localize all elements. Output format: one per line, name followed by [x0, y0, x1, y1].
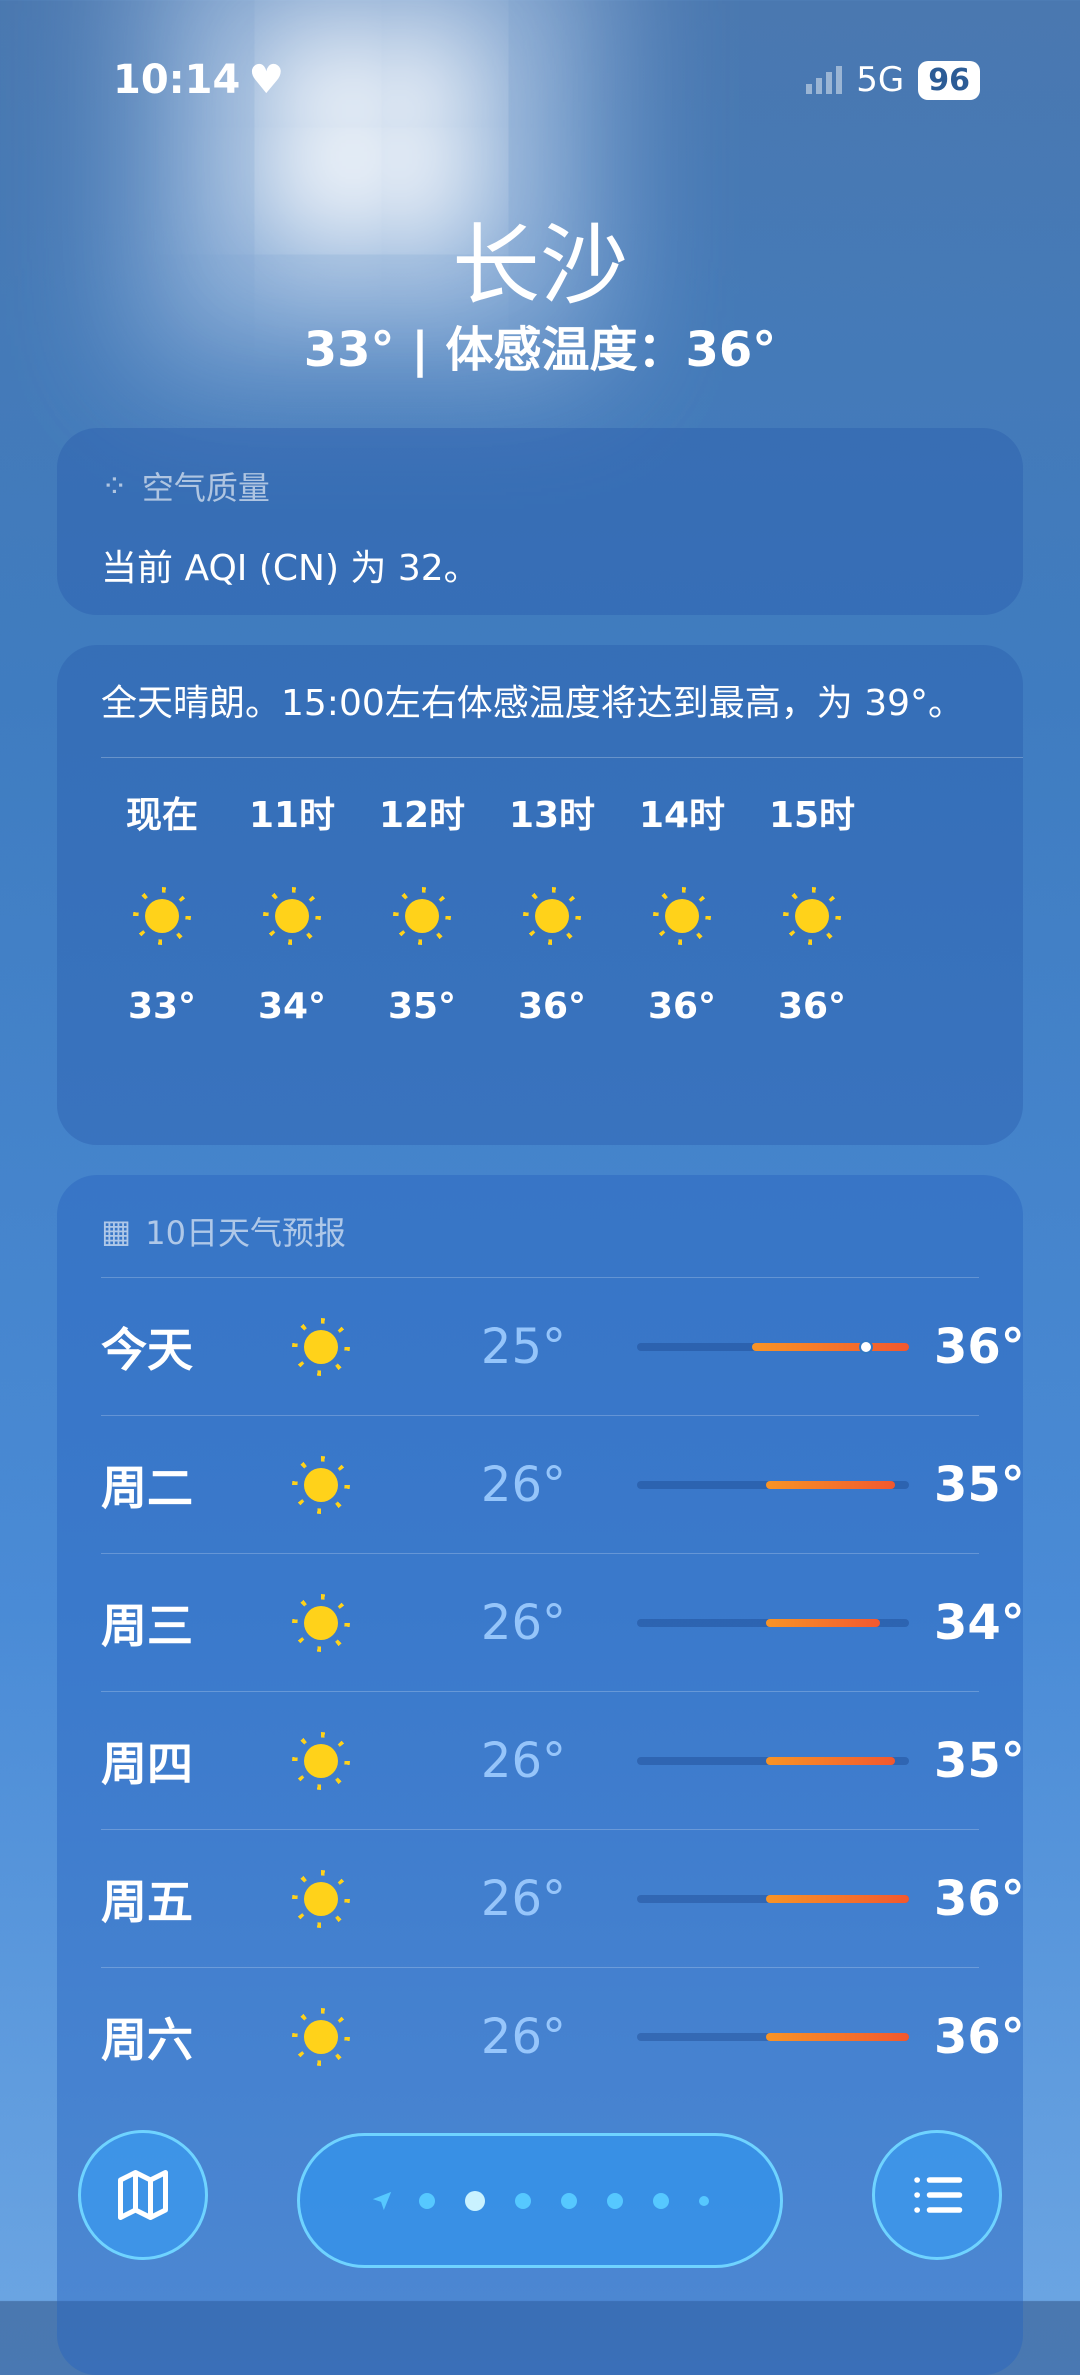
signal-icon	[806, 66, 843, 94]
day-row[interactable]: 今天 25° 36°	[101, 1277, 1025, 1415]
page-dot[interactable]	[465, 2190, 485, 2211]
heart-icon: ♥	[248, 57, 285, 103]
sun-icon	[304, 2019, 338, 2054]
daily-summary: 全天晴朗。15:00左右体感温度将达到最高，为 39°。	[101, 683, 964, 724]
battery-level: 96	[918, 60, 980, 100]
low-temp: 26°	[480, 1870, 566, 1927]
low-temp: 26°	[480, 1732, 566, 1789]
status-bar: 10:14 ♥ 5G 96	[113, 55, 980, 105]
sun-icon	[304, 1329, 338, 1364]
sun-icon	[304, 1467, 338, 1502]
sun-icon	[535, 899, 569, 933]
low-temp: 25°	[480, 1318, 566, 1375]
hour-temp: 35°	[387, 986, 457, 1027]
page-dot[interactable]	[419, 2192, 435, 2209]
temp-range-bar	[637, 1756, 909, 1765]
temp-range-fill	[765, 2032, 909, 2041]
sun-icon	[304, 1743, 338, 1778]
aqi-text: 当前 AQI (CN) 为 32。	[101, 548, 480, 589]
page-dot[interactable]	[515, 2192, 531, 2209]
day-label: 周六	[101, 2012, 193, 2067]
hour-label: 15时	[768, 795, 856, 836]
current-temp-summary: 33° | 体感温度：36°	[303, 322, 777, 378]
air-quality-card[interactable]: ⁘ 空气质量 当前 AQI (CN) 为 32。	[57, 428, 1023, 615]
hour-label: 11时	[248, 795, 336, 836]
low-temp: 26°	[480, 1456, 566, 1513]
day-label: 周二	[101, 1460, 193, 1515]
high-temp: 36°	[934, 1318, 1025, 1375]
hour-label: 现在	[125, 795, 198, 836]
hour-temp: 34°	[257, 986, 327, 1027]
high-temp: 35°	[934, 1456, 1025, 1513]
location-arrow-icon	[372, 2191, 392, 2210]
high-temp: 35°	[934, 1732, 1025, 1789]
temp-range-bar	[637, 1480, 909, 1489]
high-temp: 36°	[934, 1870, 1025, 1927]
hour-item: 13时 36°	[447, 786, 617, 1027]
city-list-button[interactable]	[872, 2130, 1002, 2260]
hour-item: 15时 36°	[707, 786, 877, 1027]
map-icon	[118, 2170, 168, 2220]
sun-icon	[145, 899, 179, 933]
hour-temp: 33°	[127, 986, 197, 1027]
temp-range-fill	[765, 1480, 895, 1489]
temp-range-bar	[637, 2032, 909, 2041]
hour-temp: 36°	[647, 986, 717, 1027]
hourly-forecast-card[interactable]: 全天晴朗。15:00左右体感温度将达到最高，为 39°。 现在 33° 11时 …	[57, 645, 1023, 1145]
temp-range-fill	[751, 1342, 909, 1351]
temp-range-fill	[765, 1618, 881, 1627]
hour-item: 12时 35°	[317, 786, 487, 1027]
day-row[interactable]: 周四 26° 35°	[101, 1691, 1025, 1829]
high-temp: 36°	[934, 2008, 1025, 2065]
temp-range-fill	[765, 1894, 909, 1903]
hour-temp: 36°	[517, 986, 587, 1027]
sun-icon	[795, 899, 829, 933]
current-temp-dot	[859, 1339, 874, 1354]
hour-item: 11时 34°	[187, 786, 357, 1027]
hour-item: 14时 36°	[577, 786, 747, 1027]
page-dot[interactable]	[699, 2195, 709, 2206]
sun-icon	[304, 1605, 338, 1640]
hour-label: 12时	[378, 795, 466, 836]
day-row[interactable]: 周三 26° 34°	[101, 1553, 1025, 1691]
day-label: 周五	[101, 1874, 193, 1929]
temp-range-fill	[765, 1756, 895, 1765]
day-row[interactable]: 周六 26° 36°	[101, 1967, 1025, 2105]
temp-range-bar	[637, 1339, 909, 1354]
hour-label: 14时	[638, 795, 726, 836]
sun-icon	[665, 899, 699, 933]
hour-item: 现在 33°	[57, 786, 227, 1027]
low-temp: 26°	[480, 1594, 566, 1651]
day-row[interactable]: 周二 26° 35°	[101, 1415, 1025, 1553]
map-button[interactable]	[78, 2130, 208, 2260]
page-dot[interactable]	[561, 2192, 577, 2209]
network-type: 5G	[856, 60, 905, 100]
clock: 10:14	[113, 57, 241, 103]
sun-icon	[304, 1881, 338, 1916]
calendar-icon: ▦	[101, 1212, 132, 1250]
high-temp: 34°	[934, 1594, 1025, 1651]
temp-range-bar	[637, 1618, 909, 1627]
divider	[101, 757, 1023, 758]
day-label: 周四	[101, 1736, 193, 1791]
temp-range-bar	[637, 1894, 909, 1903]
day-row[interactable]: 周五 26° 36°	[101, 1829, 1025, 1967]
city-name: 长沙	[451, 214, 628, 317]
page-indicator[interactable]	[297, 2133, 783, 2268]
day-label: 周三	[101, 1598, 193, 1653]
page-dot[interactable]	[653, 2192, 669, 2209]
sun-icon	[275, 899, 309, 933]
page-dot[interactable]	[607, 2192, 623, 2209]
card-title: 10日天气预报	[145, 1214, 346, 1252]
card-title: 空气质量	[141, 469, 270, 507]
sun-icon	[405, 899, 439, 933]
hour-temp: 36°	[777, 986, 847, 1027]
hour-label: 13时	[508, 795, 596, 836]
air-quality-icon: ⁘	[101, 467, 128, 505]
day-label: 今天	[101, 1322, 193, 1377]
low-temp: 26°	[480, 2008, 566, 2065]
list-icon	[914, 2177, 963, 2213]
